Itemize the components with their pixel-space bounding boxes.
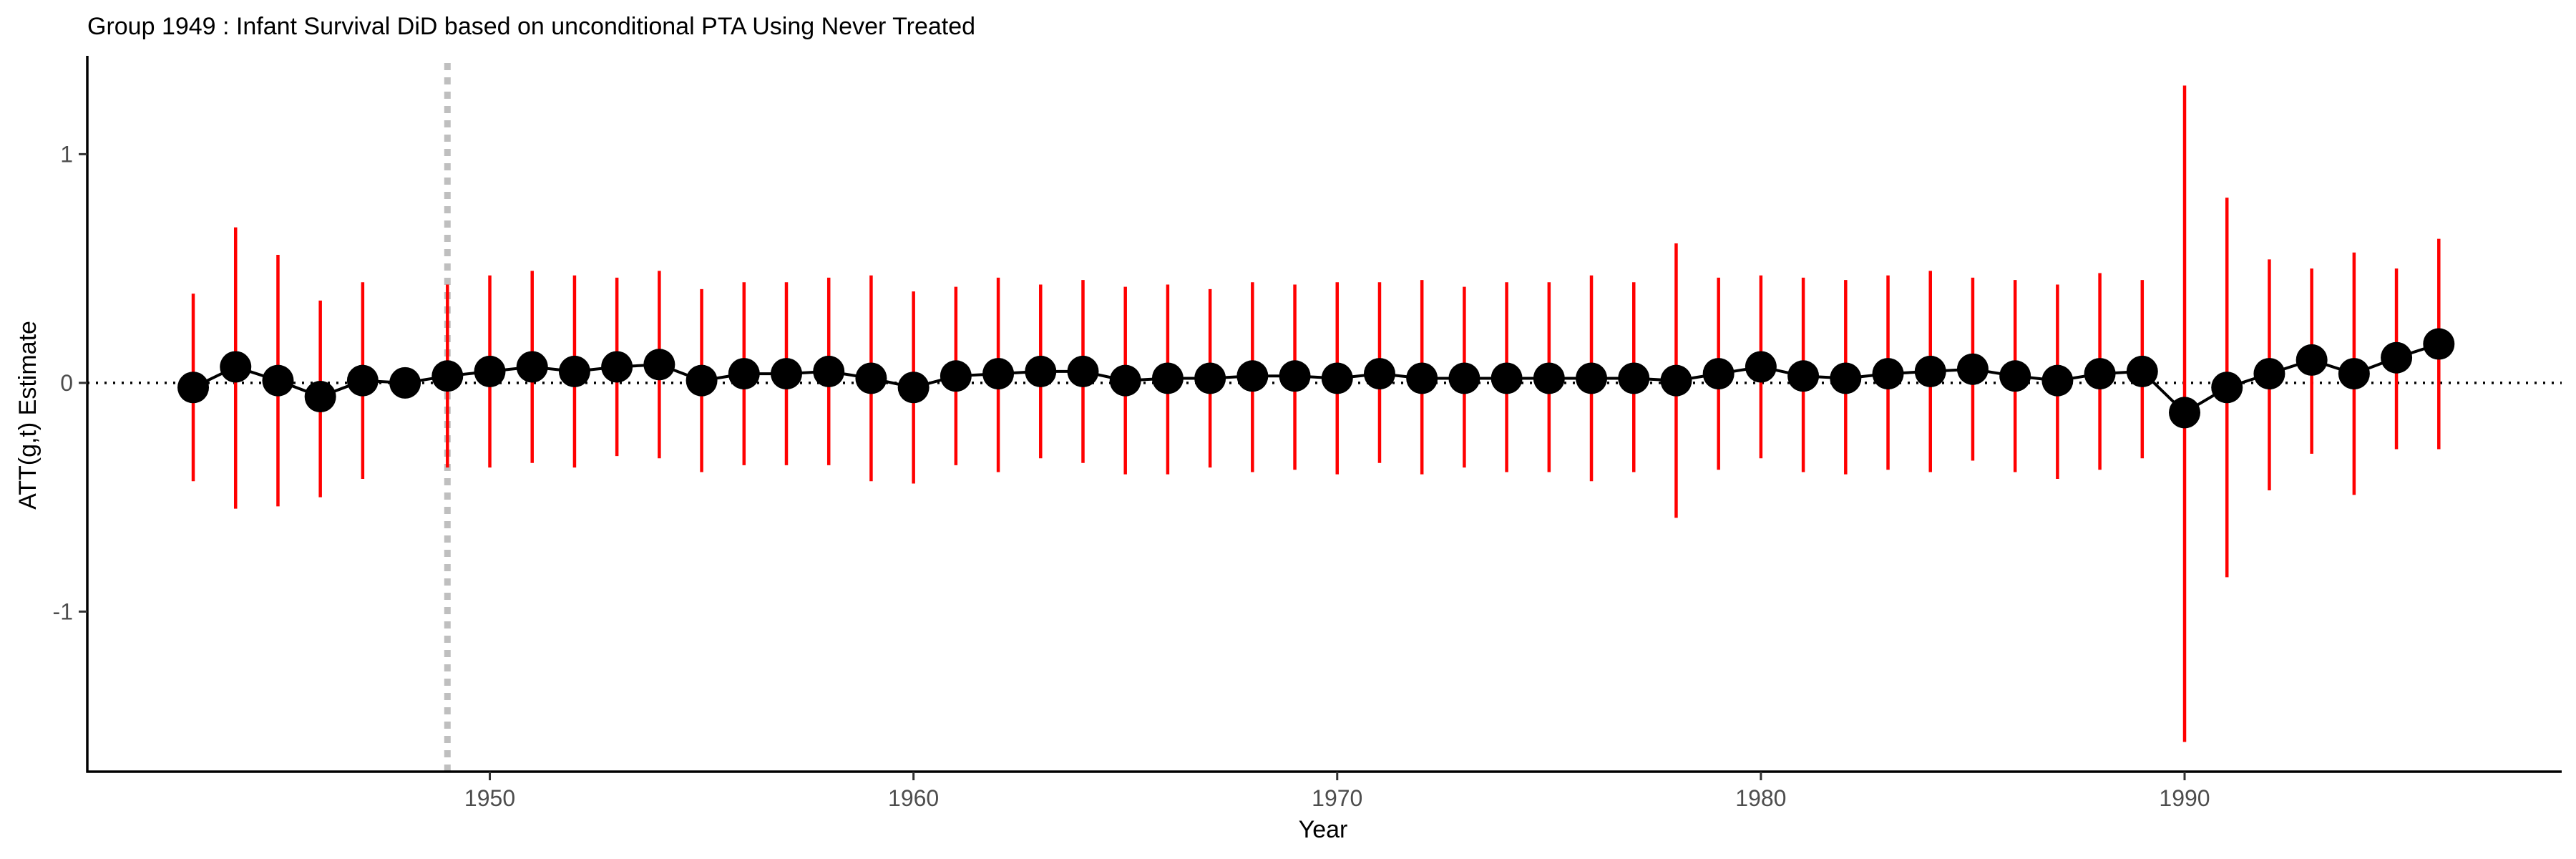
estimate-point-1977 (1618, 362, 1650, 394)
y-axis-title: ATT(g,t) Estimate (14, 321, 42, 510)
estimate-point-1969 (1279, 360, 1311, 392)
estimate-point-1971 (1363, 358, 1395, 390)
estimate-point-1952 (558, 355, 590, 387)
estimate-point-1965 (1109, 364, 1141, 397)
estimate-point-1954 (643, 349, 675, 381)
estimate-point-1975 (1533, 362, 1565, 394)
estimate-point-1982 (1830, 362, 1862, 394)
estimate-point-1956 (728, 358, 760, 390)
x-axis-title: Year (1299, 816, 1348, 843)
estimate-point-1944 (220, 351, 252, 383)
estimate-point-1995 (2381, 341, 2413, 374)
estimate-point-1951 (516, 351, 548, 383)
estimate-point-1968 (1236, 360, 1269, 392)
estimate-point-1989 (2126, 355, 2158, 387)
estimate-point-1963 (1025, 355, 1057, 387)
estimate-point-1985 (1956, 353, 1989, 385)
estimate-point-1972 (1406, 362, 1438, 394)
estimate-point-1950 (474, 355, 506, 387)
x-tick-label-1990: 1990 (2159, 785, 2210, 811)
estimate-point-1978 (1660, 364, 1692, 397)
estimate-point-1945 (262, 364, 294, 397)
estimate-point-1959 (855, 362, 887, 394)
estimate-point-1981 (1787, 360, 1820, 392)
x-tick-label-1950: 1950 (464, 785, 515, 811)
estimate-point-1980 (1745, 351, 1777, 383)
estimate-point-1983 (1872, 358, 1904, 390)
estimate-point-1947 (346, 364, 379, 397)
plot-area (87, 59, 2562, 772)
chart-title: Group 1949 : Infant Survival DiD based o… (87, 13, 975, 40)
estimate-point-1974 (1491, 362, 1523, 394)
estimate-point-1990 (2169, 397, 2201, 429)
y-tick-label-0: 0 (60, 370, 73, 396)
estimate-point-1994 (2338, 358, 2370, 390)
estimate-point-1991 (2211, 372, 2243, 404)
estimate-point-1988 (2084, 358, 2116, 390)
estimate-point-1979 (1702, 358, 1735, 390)
estimate-point-1976 (1576, 362, 1608, 394)
estimate-point-1993 (2296, 344, 2328, 376)
estimate-point-1960 (897, 372, 930, 404)
x-tick-label-1970: 1970 (1312, 785, 1362, 811)
estimate-point-1946 (304, 381, 336, 413)
estimate-point-1948 (389, 367, 421, 399)
y-tick-label--1: -1 (53, 598, 73, 624)
estimate-point-1955 (686, 364, 718, 397)
estimate-point-1943 (177, 372, 210, 404)
estimate-point-1953 (601, 351, 633, 383)
y-tick-label-1: 1 (60, 141, 73, 167)
estimate-point-1966 (1151, 362, 1184, 394)
estimate-point-1962 (982, 358, 1015, 390)
estimate-point-1987 (2041, 364, 2074, 397)
estimate-point-1967 (1194, 362, 1226, 394)
estimate-point-1986 (1999, 360, 2031, 392)
estimate-point-1961 (940, 360, 972, 392)
estimate-point-1957 (771, 358, 803, 390)
estimate-point-1949 (431, 360, 464, 392)
x-tick-label-1960: 1960 (888, 785, 939, 811)
estimate-point-1973 (1448, 362, 1480, 394)
estimate-point-1970 (1321, 362, 1353, 394)
x-tick-label-1980: 1980 (1735, 785, 1786, 811)
estimate-point-1992 (2253, 358, 2285, 390)
estimate-point-1984 (1914, 355, 1946, 387)
axes: 1950 1960 1970 1980 1990 -1 0 1 (53, 56, 2562, 811)
estimate-point-1964 (1067, 355, 1099, 387)
estimate-point-1958 (813, 355, 845, 387)
estimate-point-1996 (2423, 328, 2455, 360)
